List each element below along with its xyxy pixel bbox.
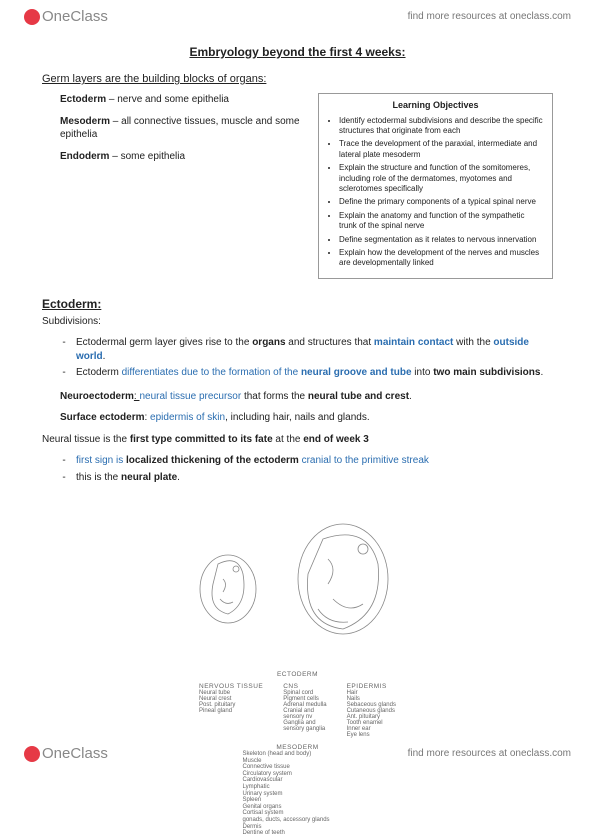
page-title: Embryology beyond the first 4 weeks: — [42, 45, 553, 59]
document-body: Embryology beyond the first 4 weeks: Ger… — [0, 33, 595, 837]
objective-item: Define the primary components of a typic… — [339, 197, 544, 207]
bullet-organs: Ectodermal germ layer gives rise to the … — [74, 336, 553, 363]
learning-objectives-box: Learning Objectives Identify ectodermal … — [318, 93, 553, 279]
nervous-items: Neural tube Neural crest Post. pituitary… — [199, 690, 263, 714]
ectoderm-section-heading: Ectoderm: — [42, 297, 553, 311]
subdivisions-label: Subdivisions: — [42, 315, 553, 329]
logo-text: OneClass — [42, 8, 108, 25]
mesoderm-label: Mesoderm — [60, 116, 110, 127]
germ-layers-heading: Germ layers are the building blocks of o… — [42, 73, 553, 85]
diagram-label-grid: NERVOUS TISSUE Neural tube Neural crest … — [168, 683, 428, 738]
objectives-title: Learning Objectives — [327, 100, 544, 112]
logo-footer: OneClass — [24, 745, 108, 762]
endoderm-label: Endoderm — [60, 151, 109, 162]
bullet-differentiates: Ectoderm differentiates due to the forma… — [74, 366, 553, 380]
objective-item: Explain the anatomy and function of the … — [339, 211, 544, 232]
objective-item: Trace the development of the paraxial, i… — [339, 139, 544, 160]
resources-link-bottom[interactable]: find more resources at oneclass.com — [408, 748, 571, 759]
diagram-container: ECTODERM NERVOUS TISSUE Neural tube Neur… — [168, 514, 428, 836]
page-footer: OneClass find more resources at oneclass… — [0, 737, 595, 770]
resources-link-top[interactable]: find more resources at oneclass.com — [408, 11, 571, 22]
objectives-list: Identify ectodermal subdivisions and des… — [327, 116, 544, 269]
epidermis-items: Hair Nails Sebaceous glands Cutaneous gl… — [347, 690, 396, 738]
crest-col: CNS Spinal cord Pigment cells Adrenal me… — [283, 683, 326, 738]
neuroectoderm-label: Neuroectoderm — [60, 391, 134, 402]
logo-circle-icon — [24, 9, 40, 25]
logo-circle-icon — [24, 746, 40, 762]
neuroectoderm-line: Neuroectoderm: neural tissue precursor t… — [60, 390, 553, 404]
logo-text-footer: OneClass — [42, 745, 108, 762]
bullet-neural-plate: this is the neural plate. — [74, 471, 553, 485]
diagram-ectoderm-label: ECTODERM — [168, 671, 428, 679]
bullet-first-sign: first sign is localized thickening of th… — [74, 454, 553, 468]
epidermis-col: EPIDERMIS Hair Nails Sebaceous glands Cu… — [347, 683, 396, 738]
endoderm-desc: – some epithelia — [109, 151, 185, 162]
ectoderm-bullets: Ectodermal germ layer gives rise to the … — [74, 336, 553, 380]
surface-ectoderm-label: Surface ectoderm — [60, 412, 144, 423]
crest-items: Spinal cord Pigment cells Adrenal medull… — [283, 690, 326, 732]
ectoderm-desc: – nerve and some epithelia — [106, 94, 229, 105]
ectoderm-label: Ectoderm — [60, 94, 106, 105]
objective-item: Identify ectodermal subdivisions and des… — [339, 116, 544, 137]
objective-item: Define segmentation as it relates to ner… — [339, 235, 544, 245]
neural-tissue-fate-line: Neural tissue is the first type committe… — [42, 433, 553, 447]
objective-item: Explain how the development of the nerve… — [339, 248, 544, 269]
objective-item: Explain the structure and function of th… — [339, 163, 544, 194]
neural-tissue-bullets: first sign is localized thickening of th… — [74, 454, 553, 484]
embryo-diagram: ECTODERM NERVOUS TISSUE Neural tube Neur… — [42, 514, 553, 836]
embryo-svg-icon — [168, 514, 428, 664]
logo: OneClass — [24, 8, 108, 25]
nervous-tissue-col: NERVOUS TISSUE Neural tube Neural crest … — [199, 683, 263, 738]
surface-ectoderm-line: Surface ectoderm: epidermis of skin, inc… — [60, 411, 553, 425]
page-header: OneClass find more resources at oneclass… — [0, 0, 595, 33]
